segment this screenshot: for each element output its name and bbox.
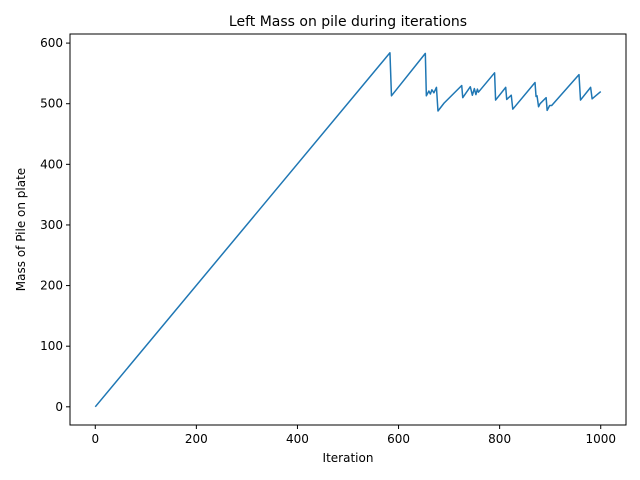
x-tick-label: 600	[387, 432, 410, 446]
x-tick-label: 0	[91, 432, 99, 446]
x-tick-label: 400	[286, 432, 309, 446]
y-tick-label: 500	[40, 97, 63, 111]
y-tick-label: 300	[40, 218, 63, 232]
chart-title: Left Mass on pile during iterations	[229, 14, 467, 30]
y-tick-label: 200	[40, 279, 63, 293]
y-tick-label: 400	[40, 157, 63, 171]
x-axis-ticks: 0 200 400 600 800 1000	[91, 425, 616, 446]
axes-frame	[69, 33, 627, 426]
plot-area	[94, 52, 602, 408]
y-tick-label: 600	[40, 36, 63, 50]
series-line-0	[94, 52, 602, 408]
x-axis-label: Iteration	[323, 451, 374, 465]
x-tick-label: 1000	[585, 432, 616, 446]
y-tick-label: 0	[55, 400, 63, 414]
y-axis-ticks: 0 100 200 300 400 500 600	[40, 36, 70, 414]
x-tick-label: 800	[488, 432, 511, 446]
y-axis-label: Mass of Pile on plate	[14, 168, 28, 291]
x-tick-label: 200	[185, 432, 208, 446]
y-tick-label: 100	[40, 339, 63, 353]
